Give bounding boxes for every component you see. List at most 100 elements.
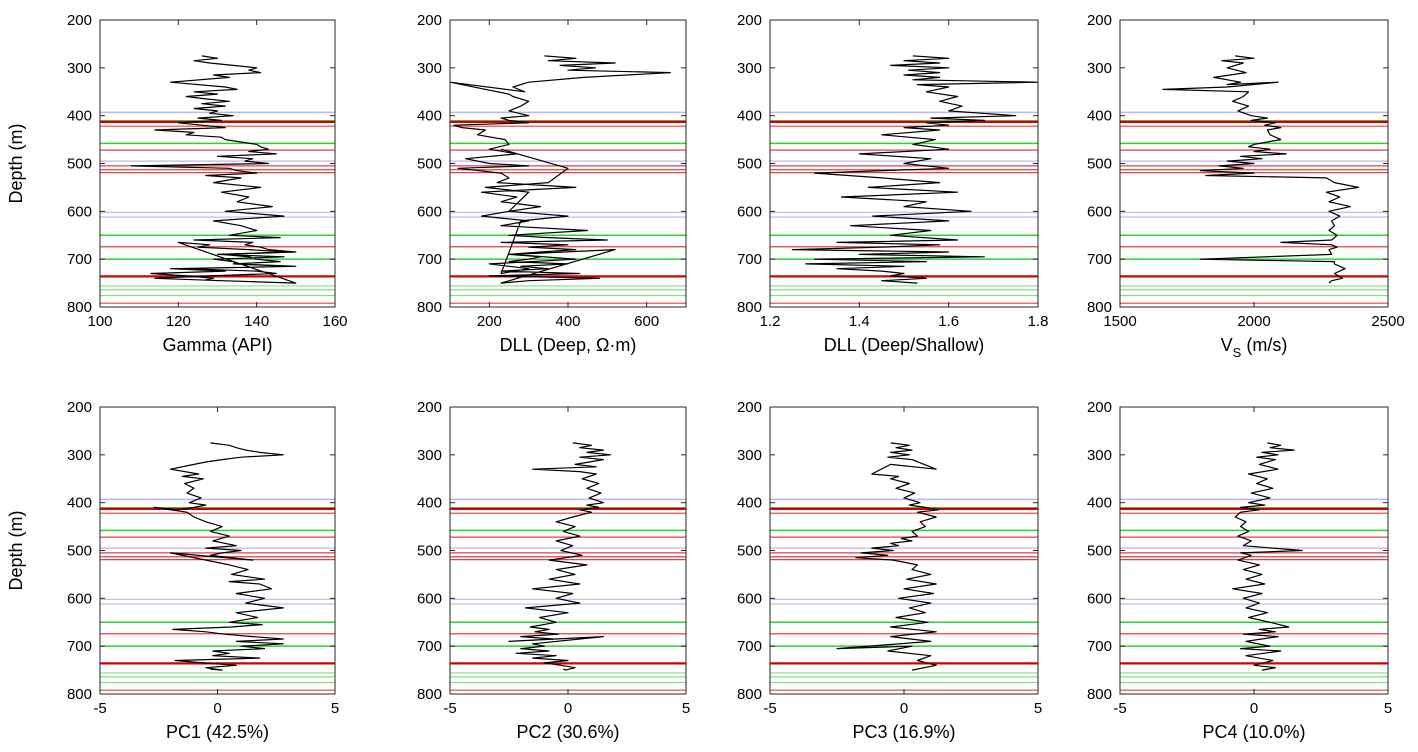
x-tick-label: 2000 [1237,313,1270,330]
y-tick-label: 300 [737,447,762,464]
series-line [836,442,940,671]
x-tick-label: 140 [244,313,269,330]
plot-frame [769,406,1039,695]
y-tick-label: 300 [67,447,92,464]
panel-5: 200 300 400 500 600 700 800-5 0 5 PC1 (42.5%) Dept… [6,399,339,742]
x-tick-label: -5 [443,700,456,717]
y-tick-label: 400 [737,495,762,512]
x-axis-label: DLL (Deep/Shallow) [824,335,984,355]
y-tick-label: 500 [1087,543,1112,560]
x-tick-label: 1.4 [849,313,870,330]
y-tick-label: 500 [67,156,92,173]
y-tick-label: 700 [417,251,442,268]
x-tick-label: 5 [682,700,690,717]
y-axis-label: Depth (m) [6,510,26,590]
x-tick-label: 1.8 [1028,313,1049,330]
panel-7: 200 300 400 500 600 700 800-5 0 5 PC3 (16.9%) [737,399,1042,742]
y-tick-label: 700 [1087,638,1112,655]
series-line [130,55,297,284]
boundary-lines [450,111,686,304]
y-tick-label: 800 [67,686,92,703]
y-tick-label: 200 [417,399,442,416]
x-tick-label: 5 [331,700,339,717]
plot-frame [449,406,687,695]
y-axis-label: Depth (m) [6,123,26,203]
plot-frame [99,19,336,308]
y-tick-label: 400 [1087,108,1112,125]
y-tick-label: 600 [737,590,762,607]
y-tick-label: 400 [67,495,92,512]
plot-frame [1119,406,1389,695]
y-tick-label: 400 [417,495,442,512]
x-tick-label: 5 [1034,700,1042,717]
y-tick-label: 400 [417,108,442,125]
y-tick-label: 800 [737,686,762,703]
x-tick-label: 600 [634,313,659,330]
y-tick-label: 600 [67,590,92,607]
boundary-lines [770,111,1038,304]
x-tick-label: 5 [1384,700,1392,717]
y-tick-label: 300 [1087,447,1112,464]
panel-6: 200 300 400 500 600 700 800-5 0 5 PC2 (30.6%) [417,399,690,742]
series-line [450,55,671,284]
boundary-lines [450,498,686,691]
x-tick-label: -5 [763,700,776,717]
x-tick-label: 0 [900,700,908,717]
y-tick-label: 300 [67,60,92,77]
y-tick-label: 500 [417,156,442,173]
y-tick-label: 600 [67,203,92,220]
y-tick-label: 400 [737,108,762,125]
series-line [508,442,612,671]
y-tick-label: 700 [417,638,442,655]
y-tick-label: 600 [1087,203,1112,220]
x-axis-label: PC1 (42.5%) [166,722,269,742]
y-tick-label: 700 [67,638,92,655]
series-line [791,55,1038,284]
x-tick-label: 1500 [1103,313,1136,330]
y-tick-label: 300 [417,447,442,464]
x-tick-label: -5 [93,700,106,717]
x-tick-label: 2500 [1371,313,1404,330]
x-tick-label: 200 [477,313,502,330]
y-tick-label: 500 [737,156,762,173]
series-line [1231,442,1303,671]
y-tick-label: 600 [417,590,442,607]
boundary-lines [100,498,335,691]
x-tick-label: 120 [166,313,191,330]
y-tick-label: 400 [1087,495,1112,512]
y-tick-label: 800 [1087,299,1112,316]
y-tick-label: 800 [1087,686,1112,703]
series-line [1162,55,1360,284]
x-tick-label: 1.6 [938,313,959,330]
x-tick-label: 400 [555,313,580,330]
y-tick-label: 200 [67,12,92,29]
y-tick-label: 200 [1087,399,1112,416]
panel-8: 200 300 400 500 600 700 800-5 0 5 PC4 (10.0%) [1087,399,1392,742]
boundary-lines [100,111,335,304]
x-axis-label: PC3 (16.9%) [852,722,955,742]
y-tick-label: 800 [417,299,442,316]
y-tick-label: 800 [67,299,92,316]
x-tick-label: 160 [322,313,347,330]
x-axis-label: PC2 (30.6%) [516,722,619,742]
y-tick-label: 500 [737,543,762,560]
x-tick-label: 100 [87,313,112,330]
panel-2: 200 300 400 500 600 700 800 200 400 600 DLL (Deep,… [417,12,687,355]
x-tick-label: 0 [1250,700,1258,717]
y-tick-label: 600 [1087,590,1112,607]
x-tick-label: 1.2 [760,313,781,330]
x-tick-label: -5 [1113,700,1126,717]
y-tick-label: 500 [67,543,92,560]
y-tick-label: 800 [737,299,762,316]
y-tick-label: 200 [737,399,762,416]
y-tick-label: 200 [417,12,442,29]
y-tick-label: 600 [417,203,442,220]
y-tick-label: 300 [737,60,762,77]
y-tick-label: 200 [1087,12,1112,29]
y-tick-label: 300 [417,60,442,77]
x-tick-label: 0 [213,700,221,717]
y-tick-label: 700 [737,638,762,655]
y-tick-label: 500 [417,543,442,560]
